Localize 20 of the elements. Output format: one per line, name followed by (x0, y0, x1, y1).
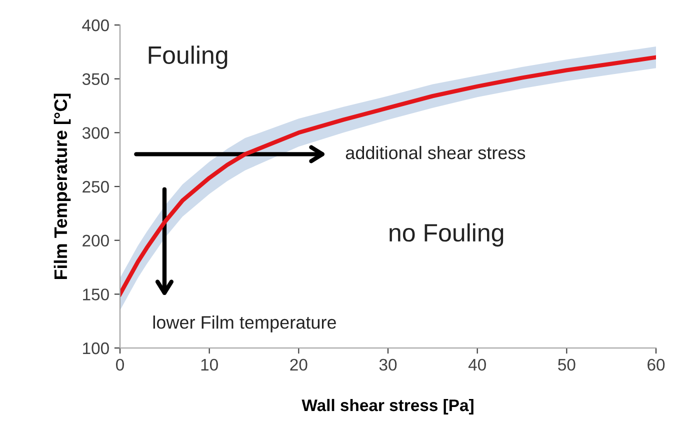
x-axis-title: Wall shear stress [Pa] (302, 398, 474, 414)
annotation: lower Film temperature (153, 316, 336, 332)
y-tick-label: 200 (82, 234, 109, 247)
y-axis-title: Film Temperature [°C] (54, 94, 71, 280)
x-tick-label: 20 (290, 358, 308, 371)
y-tick-label: 400 (82, 19, 109, 32)
annotation: additional shear stress (346, 146, 526, 160)
y-tick-label: 350 (82, 73, 109, 86)
x-tick-label: 0 (116, 358, 124, 371)
x-tick-label: 10 (201, 358, 218, 371)
x-tick-label: 60 (648, 358, 665, 371)
annotation: no Fouling (390, 223, 504, 247)
x-tick-label: 40 (468, 358, 486, 371)
x-tick-label: 30 (379, 358, 397, 371)
y-tick-label: 150 (83, 288, 109, 300)
x-tick-label: 50 (558, 358, 576, 371)
y-tick-label: 250 (82, 180, 109, 193)
y-tick-label: 100 (83, 342, 109, 354)
annotation: Fouling (148, 46, 228, 69)
y-tick-label: 300 (82, 127, 109, 139)
